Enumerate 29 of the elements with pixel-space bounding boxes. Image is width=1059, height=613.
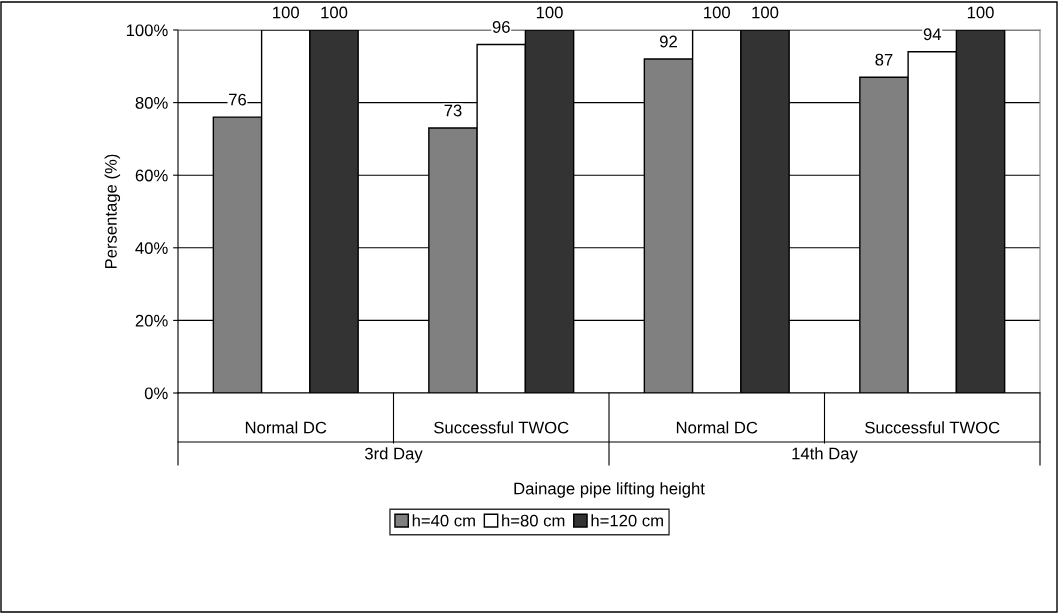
data-label: 100 [536, 6, 563, 19]
data-label: 87 [875, 53, 893, 66]
y-axis-title: Persentage (%) [104, 154, 121, 269]
y-tick-label: 0% [144, 387, 168, 400]
text: 3rd Day [364, 447, 423, 463]
y-tick-label: 100% [126, 24, 168, 37]
data-label: 76 [229, 93, 247, 106]
x-axis-title: Dainage pipe lifting height [514, 482, 705, 498]
data-label: 100 [967, 6, 994, 19]
legend-label: h=80 cm [502, 514, 565, 527]
data-label: 73 [444, 104, 462, 117]
data-label: 92 [659, 35, 677, 48]
data-label: 100 [752, 6, 779, 19]
y-tick-label: 80% [135, 97, 168, 109]
data-label: 100 [321, 6, 348, 19]
x-tick-label: Successful TWOC [434, 421, 569, 434]
y-tick-label: 20% [135, 314, 168, 327]
data-label: 100 [273, 6, 299, 19]
x-tick-label: Normal DC [245, 421, 327, 434]
data-label: 94 [923, 28, 942, 41]
legend-label: h=120 cm [591, 514, 663, 527]
data-label: 96 [492, 21, 510, 33]
x-tick-label: Normal DC [676, 421, 758, 434]
legend-label: h=40 cm [412, 514, 475, 527]
y-tick-label: 40% [135, 242, 168, 254]
x-tick-label: Successful TWOC [865, 421, 1000, 434]
y-tick-label: 60% [135, 169, 168, 182]
text: 14th Day [792, 447, 858, 463]
data-label: 100 [704, 6, 730, 19]
